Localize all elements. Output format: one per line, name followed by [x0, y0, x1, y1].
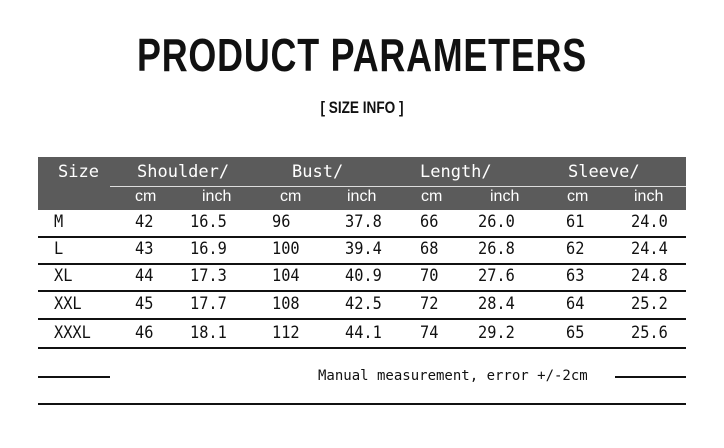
value-cell: 16.5: [190, 212, 227, 232]
row-divider: [38, 263, 686, 265]
divider-left: [38, 376, 110, 378]
value-cell: 37.8: [345, 212, 382, 232]
unit-header: inch: [202, 188, 232, 205]
row-divider: [38, 290, 686, 292]
bottom-divider: [38, 403, 686, 405]
value-cell: 26.0: [478, 212, 515, 232]
value-cell: 27.6: [478, 266, 515, 286]
row-divider: [38, 318, 686, 320]
value-cell: 45: [135, 294, 154, 314]
value-cell: 17.7: [190, 294, 227, 314]
size-cell: L: [54, 239, 64, 259]
value-cell: 24.8: [631, 266, 668, 286]
page-title: PRODUCT PARAMETERS: [137, 29, 587, 81]
value-cell: 65: [566, 323, 585, 343]
value-cell: 44: [135, 266, 154, 286]
value-cell: 29.2: [478, 323, 515, 343]
unit-header: inch: [347, 188, 377, 205]
header-divider: [110, 186, 686, 187]
value-cell: 72: [420, 294, 439, 314]
subtitle: [ SIZE INFO ]: [320, 98, 404, 117]
value-cell: 17.3: [190, 266, 227, 286]
value-cell: 42: [135, 212, 154, 232]
value-cell: 43: [135, 239, 154, 259]
row-divider: [38, 236, 686, 238]
column-group-header: Shoulder/: [137, 162, 230, 182]
value-cell: 100: [272, 239, 300, 259]
value-cell: 68: [420, 239, 439, 259]
value-cell: 40.9: [345, 266, 382, 286]
table-header: [38, 157, 686, 210]
value-cell: 18.1: [190, 323, 227, 343]
value-cell: 70: [420, 266, 439, 286]
value-cell: 64: [566, 294, 585, 314]
value-cell: 74: [420, 323, 439, 343]
value-cell: 104: [272, 266, 300, 286]
size-cell: XL: [54, 266, 73, 286]
unit-header: cm: [280, 188, 302, 205]
value-cell: 42.5: [345, 294, 382, 314]
value-cell: 24.4: [631, 239, 668, 259]
unit-header: inch: [634, 188, 664, 205]
value-cell: 16.9: [190, 239, 227, 259]
size-header: Size: [58, 162, 99, 182]
value-cell: 46: [135, 323, 154, 343]
value-cell: 63: [566, 266, 585, 286]
value-cell: 62: [566, 239, 585, 259]
size-cell: XXL: [54, 294, 82, 314]
value-cell: 26.8: [478, 239, 515, 259]
divider-right: [615, 376, 686, 378]
column-group-header: Length/: [420, 162, 492, 182]
value-cell: 25.2: [631, 294, 668, 314]
value-cell: 39.4: [345, 239, 382, 259]
unit-header: inch: [490, 188, 520, 205]
value-cell: 28.4: [478, 294, 515, 314]
measurement-note: Manual measurement, error +/-2cm: [318, 368, 588, 384]
size-cell: XXXL: [54, 323, 91, 343]
value-cell: 25.6: [631, 323, 668, 343]
value-cell: 108: [272, 294, 300, 314]
column-group-header: Bust/: [292, 162, 344, 182]
value-cell: 24.0: [631, 212, 668, 232]
unit-header: cm: [421, 188, 443, 205]
row-divider: [38, 347, 686, 349]
column-group-header: Sleeve/: [568, 162, 640, 182]
value-cell: 96: [272, 212, 291, 232]
unit-header: cm: [135, 188, 157, 205]
value-cell: 44.1: [345, 323, 382, 343]
value-cell: 112: [272, 323, 300, 343]
value-cell: 66: [420, 212, 439, 232]
value-cell: 61: [566, 212, 585, 232]
unit-header: cm: [567, 188, 589, 205]
size-cell: M: [54, 212, 64, 232]
